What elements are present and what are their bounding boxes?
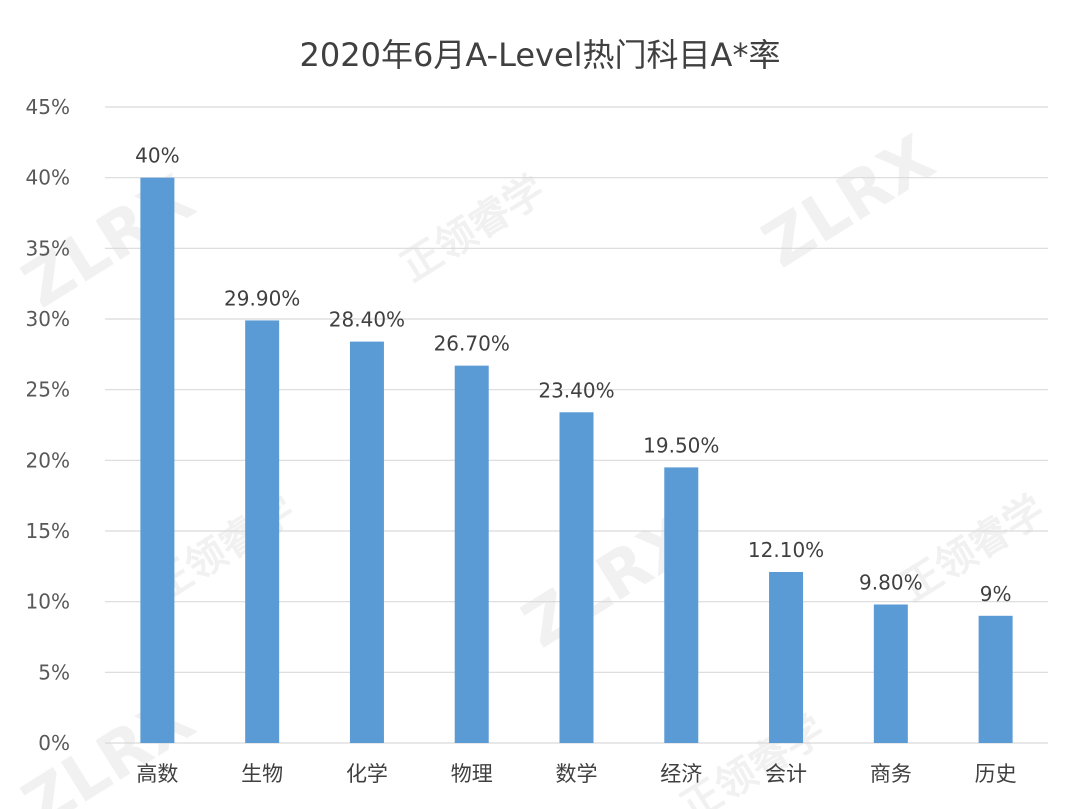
- bar-9: [978, 615, 1013, 743]
- y-tick-label: 0%: [38, 731, 70, 755]
- x-category-label: 历史: [975, 762, 1017, 786]
- bar-4: [454, 365, 489, 743]
- y-tick-label: 20%: [26, 448, 70, 472]
- bar-3: [349, 341, 384, 743]
- watermark-text: 正领睿学: [393, 167, 553, 291]
- y-tick-label: 40%: [26, 166, 70, 190]
- label-layer: 40% 高数 29.90% 生物 28.40% 化学 26.70% 物理 23.40% 数学 19.…: [135, 144, 1016, 786]
- x-category-label: 会计: [765, 762, 807, 786]
- y-tick-label: 45%: [26, 95, 70, 119]
- grid-layer: 0% 5% 10% 15% 20% 25% 30% 35% 40% 45%: [26, 95, 1048, 755]
- x-category-label: 生物: [241, 762, 283, 786]
- data-label: 28.40%: [329, 308, 405, 332]
- y-tick-label: 30%: [26, 307, 70, 331]
- data-label: 29.90%: [224, 286, 300, 310]
- data-label: 23.40%: [538, 378, 614, 402]
- x-category-label: 数学: [556, 762, 598, 786]
- y-tick-label: 5%: [38, 660, 70, 684]
- x-category-label: 商务: [870, 762, 912, 786]
- x-category-label: 化学: [346, 762, 388, 786]
- bar-1: [140, 177, 175, 743]
- data-label: 9%: [980, 582, 1012, 606]
- y-tick-label: 35%: [26, 236, 70, 260]
- bar-2: [245, 320, 280, 743]
- y-tick-label: 10%: [26, 590, 70, 614]
- bar-6: [664, 467, 699, 743]
- watermark-text: ZLRX: [750, 122, 947, 283]
- data-label: 12.10%: [748, 538, 824, 562]
- bar-7: [769, 571, 804, 743]
- chart-title: 2020年6月A-Level热门科目A*率: [299, 36, 781, 74]
- x-category-label: 高数: [136, 762, 178, 786]
- data-label: 26.70%: [434, 332, 510, 356]
- x-category-label: 物理: [451, 762, 493, 786]
- bar-layer: [140, 177, 1013, 743]
- bar-8: [873, 604, 908, 743]
- data-label: 40%: [135, 144, 179, 168]
- x-category-label: 经济: [660, 762, 702, 786]
- y-tick-label: 25%: [26, 378, 70, 402]
- bar-5: [559, 412, 594, 743]
- data-label: 19.50%: [643, 433, 719, 457]
- y-tick-label: 15%: [26, 519, 70, 543]
- data-label: 9.80%: [859, 570, 923, 594]
